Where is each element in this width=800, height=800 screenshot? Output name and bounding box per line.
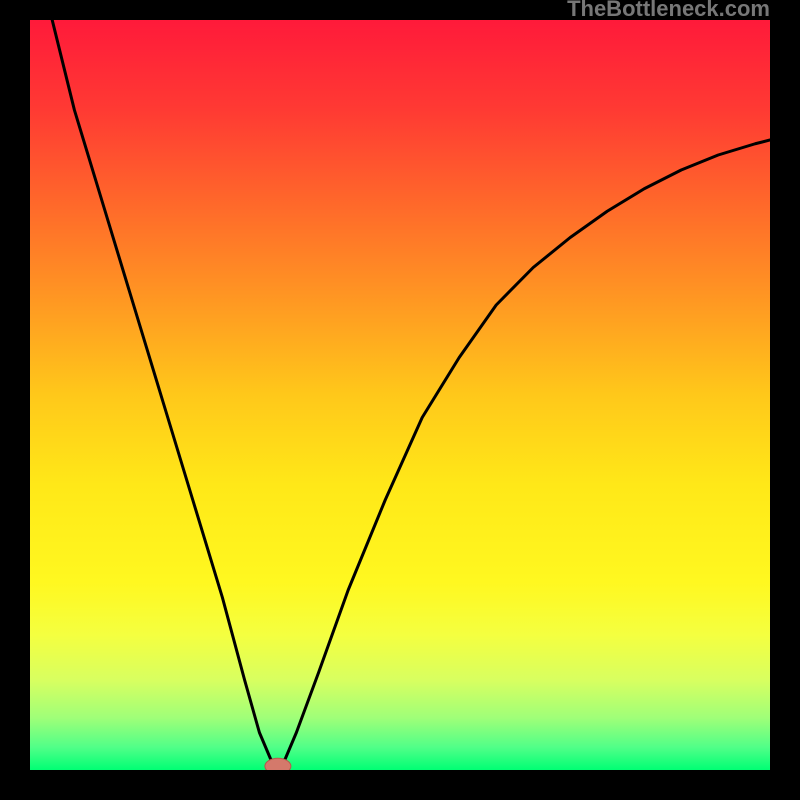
chart-svg bbox=[30, 20, 770, 770]
plot-area bbox=[30, 20, 770, 770]
watermark-text: TheBottleneck.com bbox=[567, 0, 770, 22]
gradient-background bbox=[30, 20, 770, 770]
minimum-marker bbox=[265, 758, 291, 770]
